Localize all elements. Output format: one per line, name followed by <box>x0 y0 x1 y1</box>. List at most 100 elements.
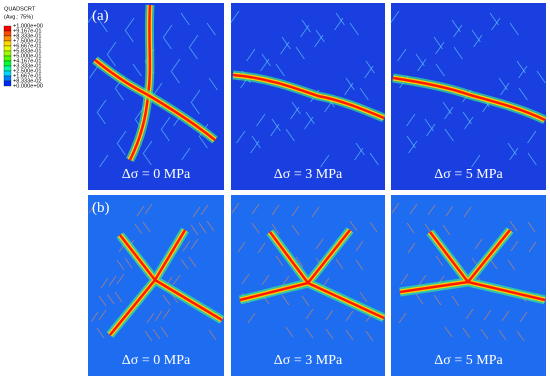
fracture <box>498 329 507 341</box>
fracture <box>191 89 201 103</box>
fracture <box>518 87 528 101</box>
fracture <box>390 10 400 24</box>
fracture <box>453 24 463 38</box>
fracture <box>315 29 325 43</box>
fracture <box>507 142 517 156</box>
fracture <box>180 12 190 26</box>
fracture <box>163 24 173 38</box>
fracture <box>291 101 301 115</box>
legend-swatch <box>3 65 12 72</box>
fracture <box>280 41 290 55</box>
fracture <box>364 65 374 79</box>
crack <box>232 73 385 120</box>
fracture <box>152 328 161 340</box>
fracture <box>116 259 125 271</box>
crack <box>392 76 546 122</box>
fracture <box>125 17 135 31</box>
legend-swatch <box>3 25 12 32</box>
fracture <box>304 116 314 130</box>
fracture <box>281 294 290 306</box>
fracture <box>501 310 510 322</box>
fracture <box>453 46 463 60</box>
fracture <box>132 63 142 77</box>
fracture <box>257 242 266 254</box>
legend: +1.000e+00+9.167e-01+8.333e-01+7.500e-01… <box>3 23 43 89</box>
fracture <box>345 329 354 341</box>
fracture <box>462 327 471 339</box>
fracture <box>335 258 344 270</box>
legend-label: +5.833e-01 <box>13 48 41 54</box>
fracture <box>162 294 171 306</box>
fracture <box>349 220 358 232</box>
crack <box>239 229 385 320</box>
fracture <box>409 203 418 215</box>
fracture <box>162 36 172 50</box>
fracture <box>489 12 499 26</box>
fracture <box>355 142 365 156</box>
fracture <box>241 273 250 285</box>
panels: Δσ = 0 MPa Δσ = 3 MPa Δσ = 5 MPa (a) Δσ = 0 … <box>87 3 547 376</box>
fracture <box>100 277 109 289</box>
fracture <box>528 241 537 253</box>
fracture <box>206 22 216 36</box>
fracture <box>334 17 344 31</box>
fracture <box>435 41 445 55</box>
fracture <box>406 222 415 234</box>
fracture <box>230 10 240 24</box>
fracture <box>144 203 153 215</box>
fracture <box>491 17 501 31</box>
fracture <box>116 273 125 285</box>
fracture <box>88 202 97 214</box>
fracture <box>415 53 425 67</box>
fracture <box>271 204 280 216</box>
fracture <box>261 274 270 286</box>
fracture <box>154 310 163 322</box>
legend-swatch <box>3 55 12 62</box>
fracture <box>247 312 256 324</box>
panel-label: Δσ = 3 MPa <box>274 353 343 368</box>
fracture <box>435 255 444 267</box>
fracture <box>192 206 201 218</box>
legend-title: QUADSCRT <box>4 6 36 12</box>
panel-label: Δσ = 5 MPa <box>434 167 503 182</box>
fracture <box>87 10 97 24</box>
legend-swatch <box>3 45 12 52</box>
fracture <box>96 111 106 125</box>
fracture <box>134 223 143 235</box>
fracture <box>108 275 117 287</box>
fracture <box>281 275 290 287</box>
row-label: (a) <box>92 8 109 24</box>
fracture <box>295 256 304 268</box>
legend-label: +8.333e-02 <box>13 78 41 84</box>
fracture <box>444 128 454 142</box>
fracture <box>251 135 261 149</box>
fracture <box>188 46 198 60</box>
fracture <box>146 312 155 324</box>
fracture <box>117 130 127 144</box>
fracture <box>188 256 197 268</box>
legend-swatch <box>3 30 12 37</box>
fracture <box>251 203 260 215</box>
fracture <box>474 238 483 250</box>
fracture <box>116 142 126 156</box>
fracture <box>369 152 379 166</box>
fracture <box>427 204 436 216</box>
fracture <box>464 116 474 130</box>
fracture <box>359 87 369 101</box>
fracture <box>90 311 99 323</box>
fracture <box>190 224 199 236</box>
fracture <box>510 240 519 252</box>
fracture <box>295 46 305 60</box>
fracture <box>291 205 300 217</box>
fracture <box>98 19 108 33</box>
fracture <box>305 308 314 320</box>
fracture <box>391 202 400 214</box>
fracture <box>250 140 260 154</box>
fracture <box>473 34 483 48</box>
fracture <box>162 308 171 320</box>
fracture <box>270 123 280 137</box>
fracture <box>300 24 310 38</box>
legend-label: +0.000e+00 <box>13 83 43 89</box>
fracture <box>182 240 191 252</box>
